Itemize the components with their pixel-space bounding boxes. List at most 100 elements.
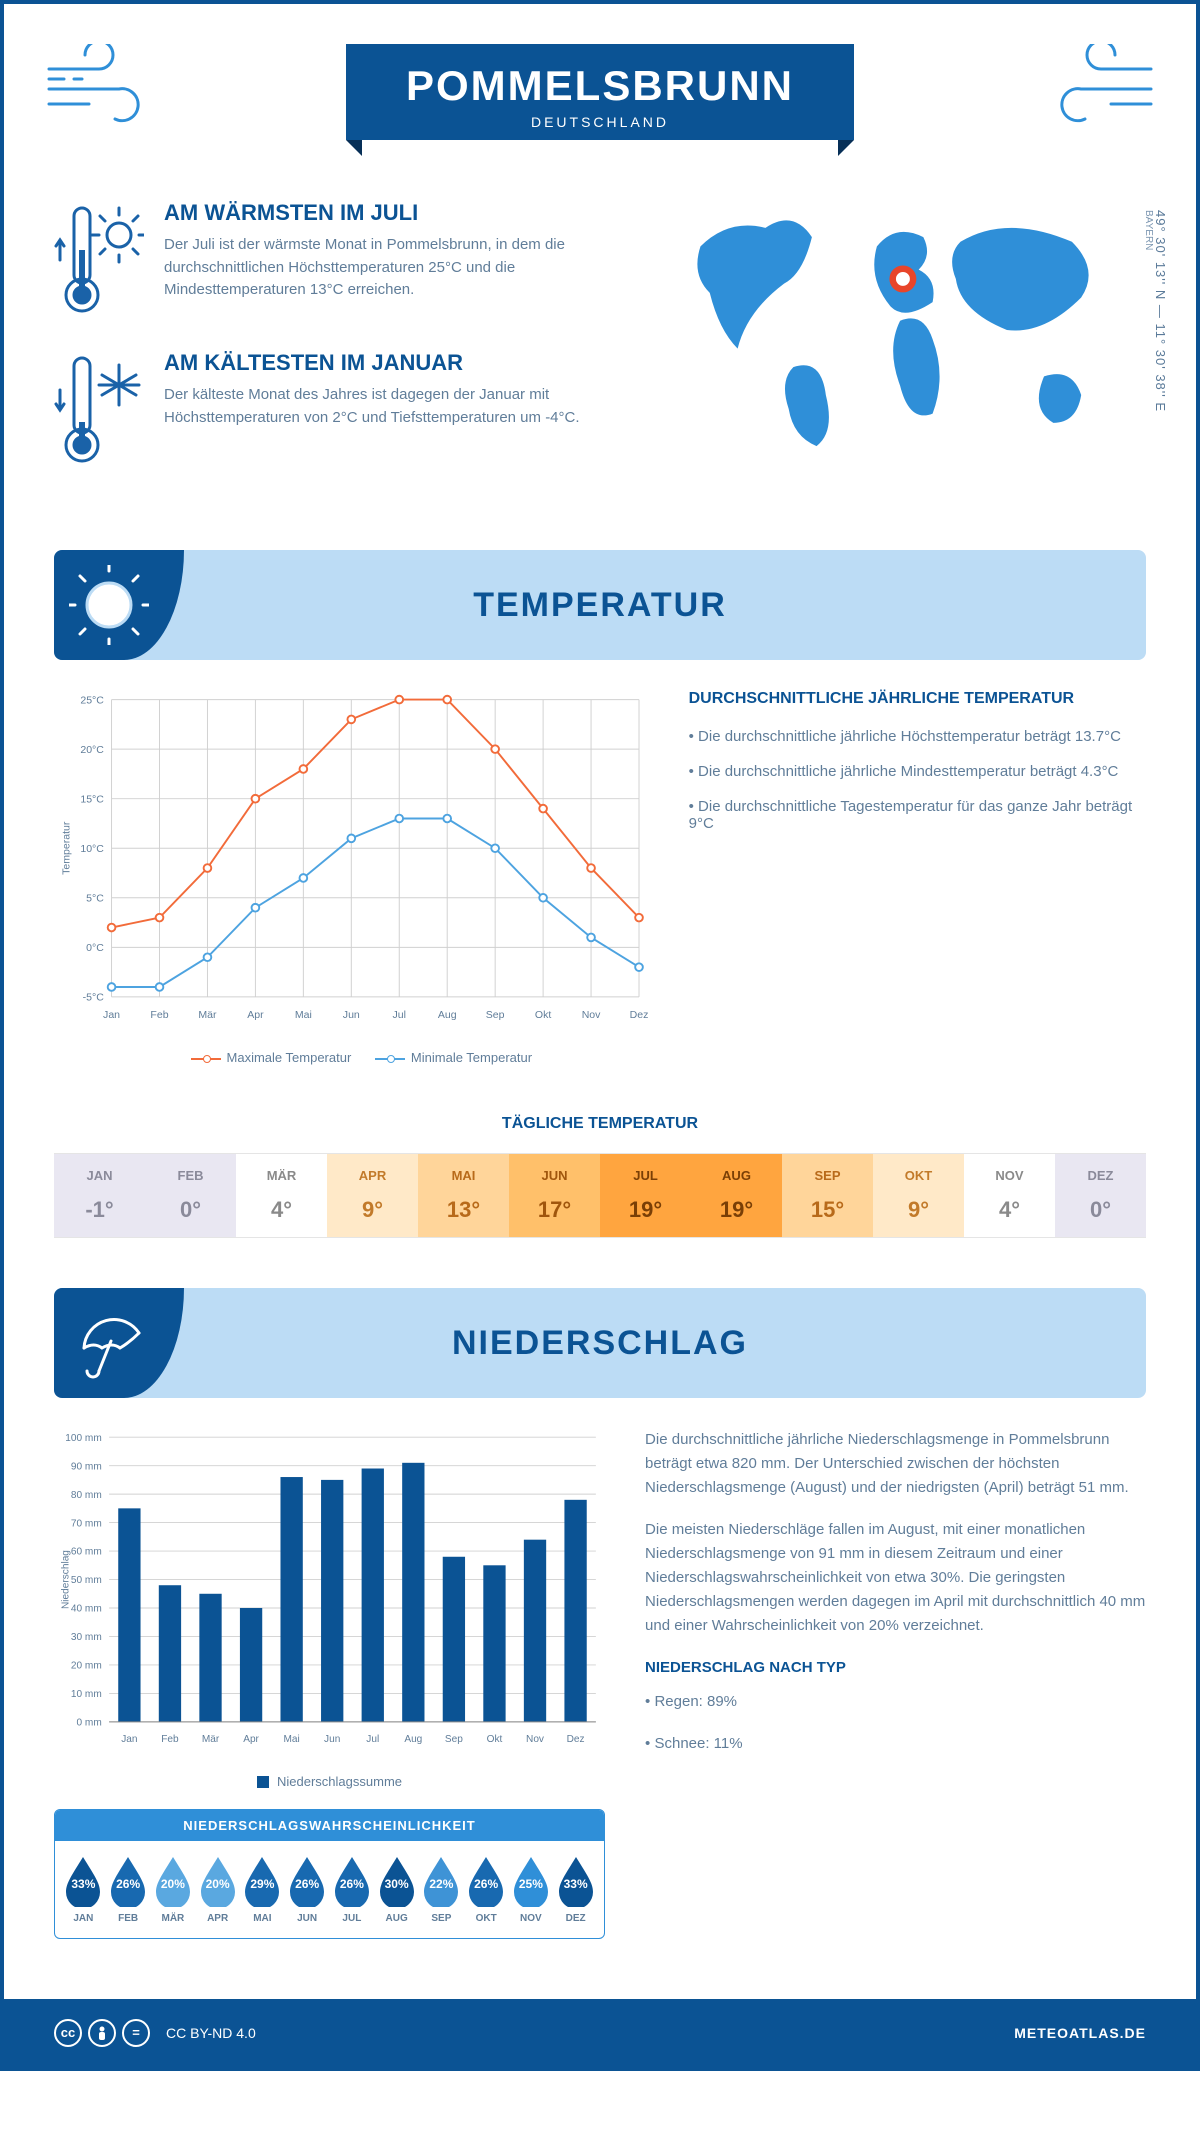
svg-text:Niederschlag: Niederschlag [61,1550,72,1609]
umbrella-icon [69,1303,149,1383]
coords-label: 49° 30' 13'' N — 11° 30' 38'' E [1153,210,1168,412]
daily-cell: AUG 19° [691,1154,782,1237]
warm-text: Der Juli ist der wärmste Monat in Pommel… [164,234,605,302]
svg-text:60 mm: 60 mm [71,1547,102,1558]
precipitation-title: NIEDERSCHLAG [452,1324,748,1363]
facts-title: DURCHSCHNITTLICHE JÄHRLICHE TEMPERATUR [689,690,1146,708]
precip-snow: • Schnee: 11% [645,1732,1146,1756]
precipitation-bar-chart: 0 mm10 mm20 mm30 mm40 mm50 mm60 mm70 mm8… [54,1428,605,1979]
warmest-block: AM WÄRMSTEN IM JULI Der Juli ist der wär… [54,200,605,325]
svg-text:Aug: Aug [404,1734,422,1745]
by-icon [88,2019,116,2047]
license-block: cc = CC BY-ND 4.0 [54,2019,256,2047]
svg-text:20°C: 20°C [80,744,104,756]
nd-icon: = [122,2019,150,2047]
svg-text:90 mm: 90 mm [71,1462,102,1473]
svg-text:0°C: 0°C [86,942,104,954]
svg-text:Jul: Jul [393,1009,406,1021]
temperature-line-chart: -5°C0°C5°C10°C15°C20°C25°CJanFebMärAprMa… [54,690,649,1065]
daily-cell: MÄR 4° [236,1154,327,1237]
prob-cell: 26% JUL [330,1855,375,1924]
precipitation-legend: Niederschlagssumme [54,1774,605,1789]
prob-cell: 33% JAN [61,1855,106,1924]
svg-text:Nov: Nov [582,1009,601,1021]
country-name: DEUTSCHLAND [406,114,794,130]
precipitation-probability-box: NIEDERSCHLAGSWAHRSCHEINLICHKEIT 33% JAN … [54,1809,605,1939]
svg-text:80 mm: 80 mm [71,1490,102,1501]
daily-cell: FEB 0° [145,1154,236,1237]
legend-high: Maximale Temperatur [227,1050,352,1065]
svg-text:Mär: Mär [202,1734,220,1745]
svg-text:Mai: Mai [284,1734,300,1745]
svg-text:Jan: Jan [121,1734,137,1745]
precipitation-section-banner: NIEDERSCHLAG [54,1288,1146,1398]
fact-0: • Die durchschnittliche jährliche Höchst… [689,728,1146,745]
prob-cell: 20% APR [195,1855,240,1924]
svg-text:10°C: 10°C [80,843,104,855]
svg-text:70 mm: 70 mm [71,1519,102,1530]
temperature-title: TEMPERATUR [473,586,727,625]
precipitation-text: Die durchschnittliche jährliche Niedersc… [645,1428,1146,1979]
legend-precip: Niederschlagssumme [277,1774,402,1789]
svg-text:Apr: Apr [247,1009,264,1021]
license-text: CC BY-ND 4.0 [166,2025,256,2041]
daily-cell: JUL 19° [600,1154,691,1237]
daily-cell: JUN 17° [509,1154,600,1237]
title-banner: POMMELSBRUNN DEUTSCHLAND [346,44,854,140]
summary-section: AM WÄRMSTEN IM JULI Der Juli ist der wär… [4,170,1196,540]
svg-text:-5°C: -5°C [83,992,105,1004]
daily-temp-table: JAN -1° FEB 0° MÄR 4° APR 9° MAI 13° JUN… [54,1153,1146,1238]
svg-text:Jan: Jan [103,1009,120,1021]
prob-cell: 33% DEZ [553,1855,598,1924]
svg-text:5°C: 5°C [86,893,104,905]
svg-text:15°C: 15°C [80,794,104,806]
cold-text: Der kälteste Monat des Jahres ist dagege… [164,384,605,429]
svg-text:50 mm: 50 mm [71,1575,102,1586]
city-name: POMMELSBRUNN [406,62,794,110]
temperature-facts: DURCHSCHNITTLICHE JÄHRLICHE TEMPERATUR •… [689,690,1146,1065]
svg-text:Feb: Feb [161,1734,179,1745]
fact-1: • Die durchschnittliche jährliche Mindes… [689,763,1146,780]
daily-cell: JAN -1° [54,1154,145,1237]
daily-temp-title: TÄGLICHE TEMPERATUR [4,1115,1196,1133]
prob-cell: 26% JUN [285,1855,330,1924]
cc-icon: cc [54,2019,82,2047]
precip-para-1: Die durchschnittliche jährliche Niedersc… [645,1428,1146,1500]
svg-text:0 mm: 0 mm [77,1718,102,1729]
wind-icon-right [1036,44,1156,134]
svg-text:Nov: Nov [526,1734,545,1745]
precip-type-title: NIEDERSCHLAG NACH TYP [645,1656,1146,1680]
svg-text:30 mm: 30 mm [71,1632,102,1643]
svg-text:25°C: 25°C [80,694,104,706]
prob-cell: 26% FEB [106,1855,151,1924]
prob-cell: 29% MAI [240,1855,285,1924]
site-name: METEOATLAS.DE [1014,2025,1146,2041]
svg-text:Dez: Dez [567,1734,585,1745]
precip-para-2: Die meisten Niederschläge fallen im Augu… [645,1518,1146,1638]
prob-cell: 22% SEP [419,1855,464,1924]
prob-cell: 26% OKT [464,1855,509,1924]
daily-cell: APR 9° [327,1154,418,1237]
temperature-legend: Maximale Temperatur Minimale Temperatur [54,1050,649,1065]
svg-text:Jul: Jul [366,1734,379,1745]
svg-text:Dez: Dez [630,1009,649,1021]
coldest-block: AM KÄLTESTEN IM JANUAR Der kälteste Mona… [54,350,605,475]
svg-text:40 mm: 40 mm [71,1604,102,1615]
temperature-section-banner: TEMPERATUR [54,550,1146,660]
world-map-icon [645,200,1146,460]
svg-text:Jun: Jun [324,1734,340,1745]
svg-text:Jun: Jun [343,1009,360,1021]
daily-cell: SEP 15° [782,1154,873,1237]
svg-text:Sep: Sep [486,1009,505,1021]
footer: cc = CC BY-ND 4.0 METEOATLAS.DE [4,1999,1196,2067]
svg-text:Mai: Mai [295,1009,312,1021]
prob-cell: 25% NOV [509,1855,554,1924]
warm-title: AM WÄRMSTEN IM JULI [164,200,605,226]
svg-text:Feb: Feb [150,1009,168,1021]
svg-text:Okt: Okt [535,1009,551,1021]
svg-text:10 mm: 10 mm [71,1689,102,1700]
prob-cell: 20% MÄR [151,1855,196,1924]
svg-text:Aug: Aug [438,1009,457,1021]
daily-cell: NOV 4° [964,1154,1055,1237]
svg-text:Okt: Okt [487,1734,503,1745]
